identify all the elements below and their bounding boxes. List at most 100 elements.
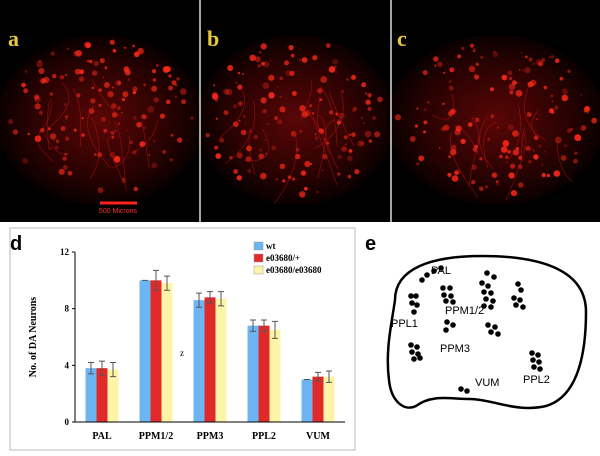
bar: [312, 376, 324, 422]
neuron-signal: [74, 68, 81, 75]
neuron-signal: [261, 61, 265, 66]
neuron-dot: [491, 274, 497, 280]
neuron-signal: [259, 51, 262, 54]
neuron-signal: [34, 95, 41, 103]
neuron-dot: [448, 293, 454, 299]
neuron-signal: [548, 56, 551, 59]
neuron-signal: [284, 60, 289, 66]
neuron-signal: [265, 152, 268, 155]
neuron-signal: [102, 76, 105, 78]
fiber: [224, 100, 256, 165]
neuron-signal: [21, 82, 26, 88]
neuron-signal: [268, 74, 275, 81]
neuron-signal: [104, 82, 110, 88]
neuron-signal: [574, 134, 582, 142]
neuron-signal: [332, 58, 339, 65]
neuron-signal: [449, 80, 452, 83]
neuron-signal: [554, 58, 560, 64]
neuron-signal: [233, 169, 239, 174]
neuron-signal: [27, 132, 30, 136]
neuron-signal: [120, 111, 123, 114]
neuron-signal: [344, 143, 347, 146]
neuron-dot: [485, 283, 491, 289]
neuron-signal: [151, 85, 158, 92]
bar: [96, 368, 108, 422]
neuron-signal: [236, 152, 243, 159]
neuron-signal: [238, 101, 243, 106]
neuron-signal: [98, 103, 102, 107]
neuron-dot: [530, 357, 536, 363]
fiber: [219, 87, 245, 139]
neuron-signal: [361, 82, 367, 88]
neuron-dot: [447, 285, 453, 291]
fiber: [37, 130, 54, 162]
neuron-signal: [448, 155, 451, 159]
neuron-dot: [458, 386, 464, 392]
neuron-signal: [133, 186, 139, 192]
neuron-signal: [541, 58, 545, 62]
neuron-signal: [335, 71, 337, 73]
neuron-signal: [274, 116, 279, 121]
neuron-signal: [98, 88, 102, 92]
neuron-signal: [455, 169, 461, 175]
neuron-signal: [165, 99, 171, 105]
neuron-signal: [550, 94, 554, 98]
neuron-signal: [33, 94, 40, 100]
neuron-signal: [63, 103, 67, 106]
neuron-signal: [434, 64, 437, 67]
neuron-signal: [92, 70, 98, 76]
fiber: [243, 129, 270, 161]
neuron-signal: [132, 44, 135, 48]
neuron-signal: [461, 46, 465, 51]
neuron-signal: [516, 82, 518, 84]
neuron-signal: [510, 190, 518, 197]
neuron-signal: [524, 67, 531, 74]
fiber: [72, 88, 82, 147]
neuron-dot: [518, 287, 524, 293]
neuron-signal: [580, 125, 587, 131]
fiber: [304, 110, 330, 154]
bar: [139, 280, 151, 422]
neuron-dot: [413, 293, 419, 299]
neuron-signal: [73, 128, 77, 132]
fiber: [521, 130, 527, 162]
neuron-signal: [491, 172, 498, 178]
neuron-signal: [67, 171, 73, 176]
neuron-signal: [509, 163, 516, 169]
neuron-signal: [49, 133, 57, 140]
neuron-signal: [223, 88, 230, 95]
fiber: [450, 132, 479, 198]
neuron-signal: [418, 155, 425, 162]
neuron-signal: [374, 131, 381, 138]
neuron-dot: [481, 303, 487, 309]
neuron-signal: [299, 105, 306, 112]
neuron-dot: [511, 295, 517, 301]
neuron-dot: [443, 327, 449, 333]
neuron-signal: [263, 61, 270, 68]
neuron-signal: [55, 139, 60, 143]
neuron-signal: [74, 50, 78, 55]
neuron-signal: [535, 118, 538, 121]
neuron-signal: [243, 115, 246, 118]
fiber: [107, 136, 125, 183]
neuron-signal: [23, 88, 29, 94]
neuron-signal: [249, 54, 256, 61]
neuron-dot: [536, 359, 542, 365]
neuron-dot: [450, 299, 456, 305]
neuron-signal: [171, 80, 177, 86]
neuron-signal: [276, 178, 279, 181]
neuron-signal: [162, 66, 170, 73]
neuron-signal: [271, 145, 277, 151]
neuron-dot: [488, 290, 494, 296]
neuron-signal: [247, 168, 252, 173]
neuron-signal: [319, 98, 323, 102]
fiber: [483, 122, 497, 169]
neuron-signal: [159, 113, 165, 119]
neuron-signal: [301, 57, 308, 63]
neuron-signal: [12, 129, 19, 135]
neuron-signal: [122, 91, 129, 98]
fiber: [48, 82, 70, 129]
neuron-signal: [334, 65, 337, 68]
